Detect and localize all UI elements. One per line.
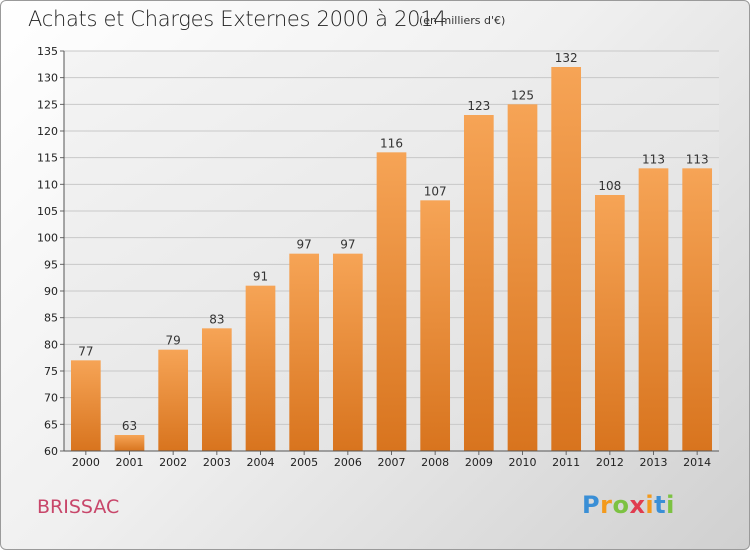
bar [551,67,582,451]
bar [507,104,538,451]
bar [638,168,669,452]
bar [158,349,189,451]
y-tick-label: 90 [44,285,58,298]
proxiti-logo: Proxiti [582,491,675,519]
x-tick-label: 2008 [421,456,449,469]
chart-subtitle: (en milliers d'€) [419,14,506,27]
commune-name: BRISSAC [37,496,120,518]
bar [332,253,363,451]
logo-letter: o [612,491,630,519]
y-tick-label: 100 [37,232,58,245]
data-label: 97 [340,238,355,252]
data-label: 113 [686,152,709,166]
bar [245,285,276,451]
logo-letter: i [666,491,675,519]
bar [114,435,145,451]
bar [376,152,407,452]
data-label: 116 [380,136,403,150]
y-tick-label: 115 [37,152,58,165]
x-tick-label: 2001 [116,456,144,469]
x-tick-label: 2005 [290,456,318,469]
y-tick-label: 120 [37,125,58,138]
logo-letter: P [582,491,601,519]
x-tick-label: 2000 [72,456,100,469]
data-label: 63 [122,419,137,433]
data-label: 132 [555,51,578,65]
y-tick-label: 75 [44,365,58,378]
y-tick-label: 105 [37,205,58,218]
y-tick-label: 130 [37,72,58,85]
x-tick-label: 2011 [552,456,580,469]
data-label: 123 [467,99,490,113]
x-tick-label: 2014 [683,456,711,469]
data-label: 79 [166,334,181,348]
bar [682,168,713,452]
x-tick-label: 2010 [509,456,537,469]
x-tick-label: 2002 [159,456,187,469]
logo-letter: x [629,491,646,519]
x-tick-label: 2012 [596,456,624,469]
data-label: 113 [642,152,665,166]
y-tick-label: 85 [44,312,58,325]
y-tick-label: 65 [44,418,58,431]
x-tick-label: 2004 [247,456,275,469]
logo-letter: r [600,491,613,519]
y-tick-label: 125 [37,98,58,111]
x-tick-label: 2006 [334,456,362,469]
bar [201,328,232,451]
bar [70,360,101,451]
y-tick-label: 60 [44,445,58,458]
y-tick-label: 110 [37,178,58,191]
bar [594,195,625,451]
chart-title: Achats et Charges Externes 2000 à 2014 [28,7,447,31]
bar [420,200,451,451]
y-tick-label: 135 [37,45,58,58]
bar [463,115,494,451]
data-label: 125 [511,88,534,102]
data-label: 83 [209,312,224,326]
y-tick-label: 80 [44,338,58,351]
data-label: 108 [598,179,621,193]
logo-letter: t [654,491,667,519]
data-label: 77 [78,344,93,358]
logo-letter: i [645,491,655,519]
y-tick-label: 70 [44,392,58,405]
y-tick-label: 95 [44,258,58,271]
data-label: 107 [424,184,447,198]
x-tick-label: 2007 [378,456,406,469]
x-tick-label: 2013 [640,456,668,469]
bar [289,253,320,451]
data-label: 91 [253,270,268,284]
data-label: 97 [297,238,312,252]
x-tick-label: 2003 [203,456,231,469]
x-tick-label: 2009 [465,456,493,469]
